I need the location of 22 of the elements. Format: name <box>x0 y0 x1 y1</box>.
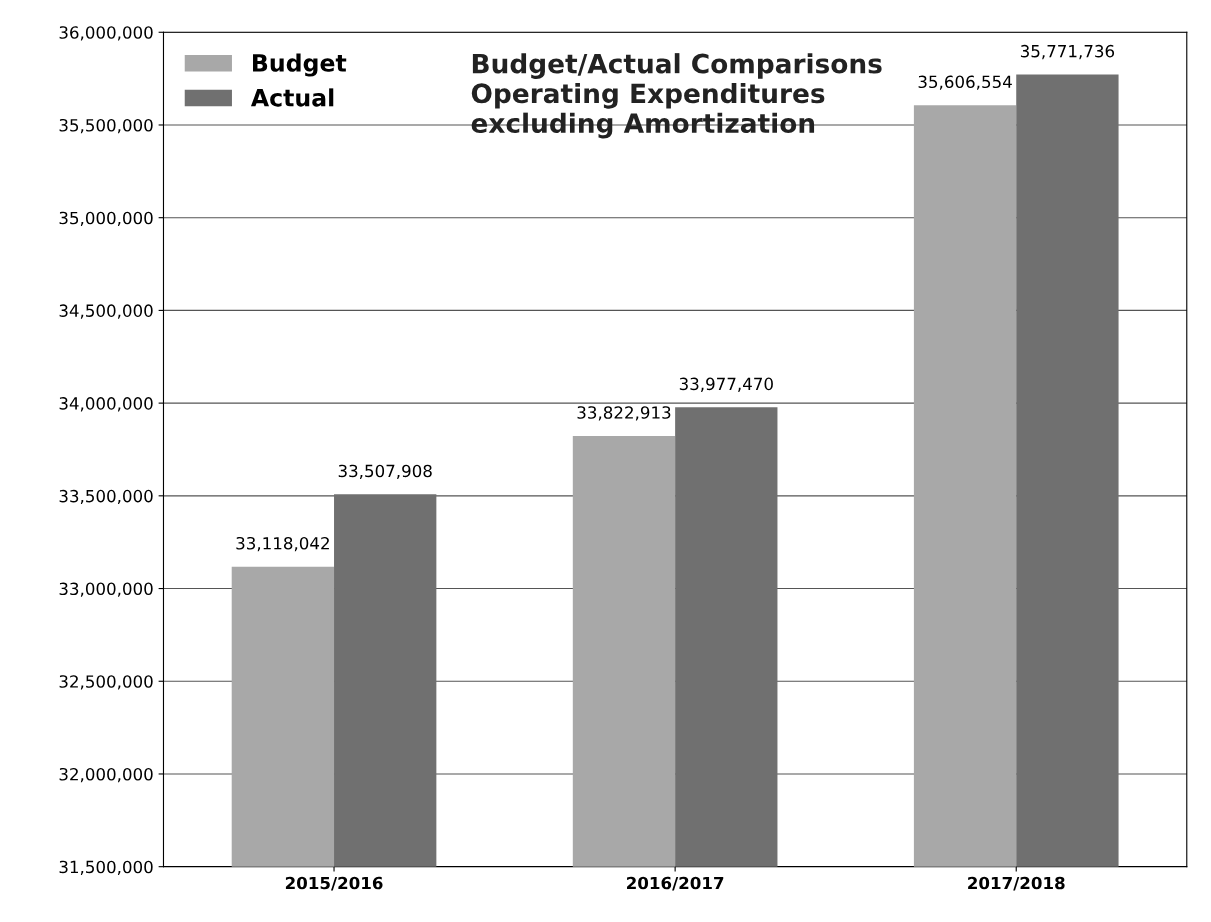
data-label: 35,771,736 <box>1020 44 1115 60</box>
y-tick-label: 36,000,000 <box>59 26 153 41</box>
data-label: 33,977,470 <box>679 377 773 392</box>
y-tick-label: 32,500,000 <box>59 675 153 690</box>
y-tick-label: 33,500,000 <box>59 489 153 505</box>
x-tick-label: 2017/2018 <box>968 876 1065 891</box>
legend-label: Budget <box>253 53 347 77</box>
y-tick-label: 35,000,000 <box>59 211 153 226</box>
y-tick-label: 34,500,000 <box>59 304 153 319</box>
legend-label: Actual <box>250 88 334 107</box>
x-tick-label: 2016/2017 <box>627 876 724 891</box>
y-tick-label: 33,000,000 <box>59 582 153 597</box>
x-tick-label: 2015/2016 <box>285 876 383 891</box>
y-tick-label: 31,500,000 <box>59 860 153 875</box>
text: Budget/Actual Comparisons Operating Expenditures excluding Amortization <box>471 53 882 139</box>
data-label: 33,118,042 <box>236 536 329 552</box>
y-tick-label: 32,000,000 <box>59 767 153 783</box>
data-label: 33,822,913 <box>577 406 671 421</box>
data-label: 35,606,554 <box>918 75 1012 90</box>
data-label: 33,507,908 <box>338 464 432 479</box>
y-tick-label: 35,500,000 <box>59 118 153 134</box>
y-tick-label: 34,000,000 <box>59 397 153 412</box>
